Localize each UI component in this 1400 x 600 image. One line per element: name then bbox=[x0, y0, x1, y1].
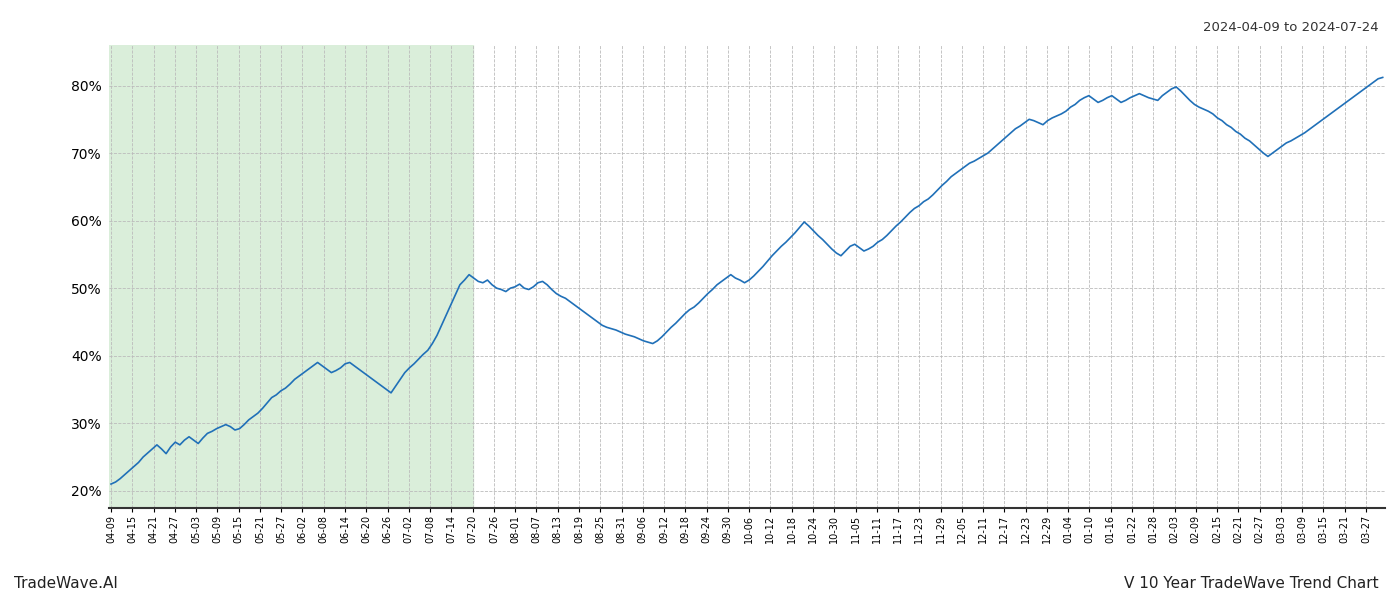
Bar bbox=[109, 45, 473, 508]
Text: V 10 Year TradeWave Trend Chart: V 10 Year TradeWave Trend Chart bbox=[1124, 576, 1379, 591]
Text: 2024-04-09 to 2024-07-24: 2024-04-09 to 2024-07-24 bbox=[1204, 21, 1379, 34]
Text: TradeWave.AI: TradeWave.AI bbox=[14, 576, 118, 591]
